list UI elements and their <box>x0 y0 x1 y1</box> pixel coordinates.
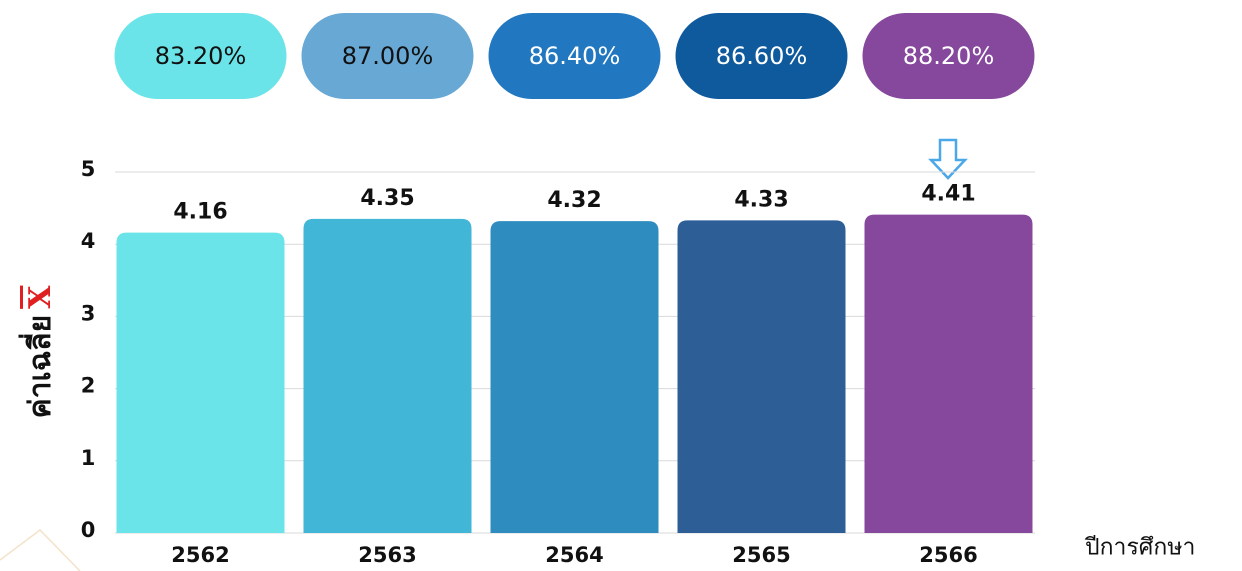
percent-label: 87.00% <box>342 42 434 70</box>
y-tick-label: 1 <box>81 446 96 470</box>
percent-badge <box>862 13 1035 99</box>
y-tick-label: 4 <box>81 229 96 253</box>
y-tick-label: 2 <box>81 374 96 398</box>
arrow-icon <box>928 138 968 180</box>
x-axis-title: ปีการศึกษา <box>1084 535 1195 561</box>
x-tick-label: 2566 <box>919 543 977 567</box>
y-axis-title: ค่าเฉลี่ย X <box>18 285 58 419</box>
bar <box>303 218 472 533</box>
svg-text:ค่าเฉลี่ยX: ค่าเฉลี่ย X <box>18 285 58 419</box>
x-tick-label: 2562 <box>171 543 229 567</box>
value-label: 4.33 <box>734 187 788 212</box>
x-tick-label: 2563 <box>358 543 416 567</box>
bar <box>490 221 659 533</box>
y-tick-label: 3 <box>81 301 96 325</box>
percent-badge <box>488 13 661 99</box>
percent-badge <box>301 13 474 99</box>
bar <box>116 232 285 533</box>
x-tick-label: 2564 <box>545 543 603 567</box>
value-label: 4.32 <box>547 188 601 213</box>
decoration <box>0 529 81 571</box>
y-tick-label: 0 <box>81 518 96 542</box>
y-tick-label: 5 <box>81 157 96 181</box>
percent-label: 88.20% <box>903 42 995 70</box>
x-tick-label: 2565 <box>732 543 790 567</box>
value-label: 4.41 <box>921 182 975 207</box>
percent-badge <box>675 13 848 99</box>
bar <box>677 220 846 533</box>
percent-label: 83.20% <box>155 42 247 70</box>
bar <box>864 214 1033 533</box>
y-axis-label: ค่าเฉลี่ย <box>18 315 58 419</box>
value-label: 4.16 <box>173 200 227 225</box>
y-axis-symbol: X <box>23 285 58 309</box>
percent-label: 86.40% <box>529 42 621 70</box>
percent-label: 86.60% <box>716 42 808 70</box>
value-label: 4.35 <box>360 186 414 211</box>
percent-badge <box>114 13 287 99</box>
